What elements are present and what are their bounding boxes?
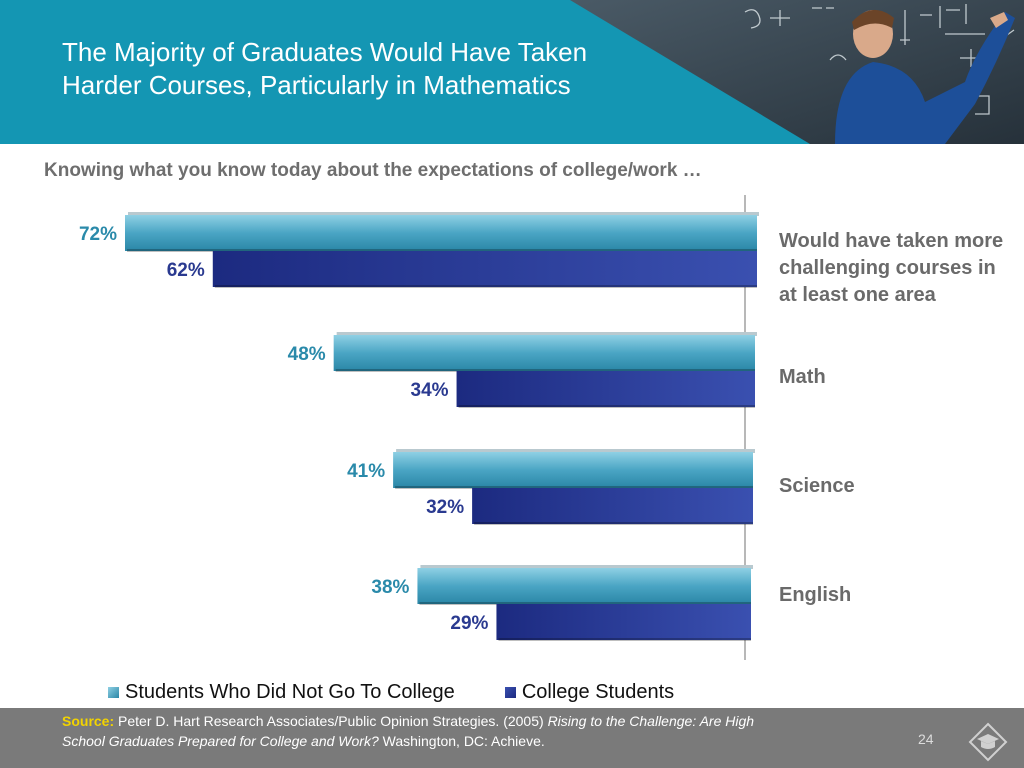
bar-top-edge bbox=[336, 332, 757, 336]
bar-shadow bbox=[419, 602, 751, 605]
legend-item-college: College Students bbox=[504, 680, 675, 704]
legend-swatch-navy bbox=[504, 686, 516, 698]
source-citation: Source: Peter D. Hart Research Associate… bbox=[62, 711, 762, 751]
data-label: 34% bbox=[411, 380, 449, 401]
legend-label-non-college: Students Who Did Not Go To College bbox=[125, 680, 455, 703]
data-label: 48% bbox=[288, 344, 326, 365]
header-banner: The Majority of Graduates Would Have Tak… bbox=[0, 0, 1024, 144]
bar-non-college bbox=[333, 335, 755, 371]
bar-shadow bbox=[458, 405, 755, 408]
bar-college bbox=[212, 251, 757, 287]
slide-title: The Majority of Graduates Would Have Tak… bbox=[62, 36, 682, 102]
source-text: Peter D. Hart Research Associates/Public… bbox=[118, 713, 544, 729]
category-label-science: Science bbox=[779, 475, 855, 497]
legend-label-college: College Students bbox=[521, 680, 675, 703]
source-title: Rising to the Challenge: Are High School… bbox=[62, 713, 755, 749]
data-label: 62% bbox=[167, 260, 205, 281]
category-label-math: Math bbox=[779, 366, 826, 388]
bar-college bbox=[456, 371, 755, 407]
bar-non-college bbox=[417, 568, 751, 604]
category-label-english: English bbox=[779, 584, 852, 606]
data-label: 32% bbox=[426, 497, 464, 518]
bar-top-edge bbox=[128, 212, 759, 216]
bar-shadow bbox=[498, 638, 751, 641]
footer-bar: Source: Peter D. Hart Research Associate… bbox=[0, 708, 1024, 768]
graduation-cap-logo-icon bbox=[968, 722, 1008, 762]
bar-top-edge bbox=[420, 565, 753, 569]
bar-shadow bbox=[214, 285, 757, 288]
data-label: 41% bbox=[347, 461, 385, 482]
data-label: 38% bbox=[371, 577, 409, 598]
category-label-any-area: Would have taken more challenging course… bbox=[779, 230, 1004, 306]
bar-chart: 72% 62% 48% 34% 41% 32% 38% 29% bbox=[79, 195, 759, 660]
chart-subtitle: Knowing what you know today about the ex… bbox=[44, 160, 702, 181]
bar-non-college bbox=[125, 215, 757, 251]
page-number: 24 bbox=[918, 731, 934, 747]
source-label: Source: bbox=[62, 713, 115, 729]
bar-shadow bbox=[474, 522, 753, 525]
data-label: 29% bbox=[450, 613, 488, 634]
bar-top-edge bbox=[396, 449, 755, 453]
chart-legend: Students Who Did Not Go To College Colle… bbox=[108, 679, 724, 705]
teacher-at-chalkboard-photo bbox=[570, 0, 1024, 144]
slide-title-line-2: Harder Courses, Particularly in Mathemat… bbox=[62, 70, 571, 100]
bar-college bbox=[496, 604, 751, 640]
source-publisher: Washington, DC: Achieve. bbox=[382, 733, 545, 749]
bar-shadow bbox=[127, 249, 757, 252]
legend-item-non-college: Students Who Did Not Go To College bbox=[108, 681, 455, 704]
data-label: 72% bbox=[79, 224, 117, 245]
bar-college bbox=[472, 488, 753, 524]
slide-title-line-1: The Majority of Graduates Would Have Tak… bbox=[62, 37, 588, 67]
bar-non-college bbox=[393, 452, 753, 488]
legend-swatch-teal bbox=[108, 686, 119, 698]
bar-shadow bbox=[395, 486, 753, 489]
bar-shadow bbox=[335, 369, 755, 372]
